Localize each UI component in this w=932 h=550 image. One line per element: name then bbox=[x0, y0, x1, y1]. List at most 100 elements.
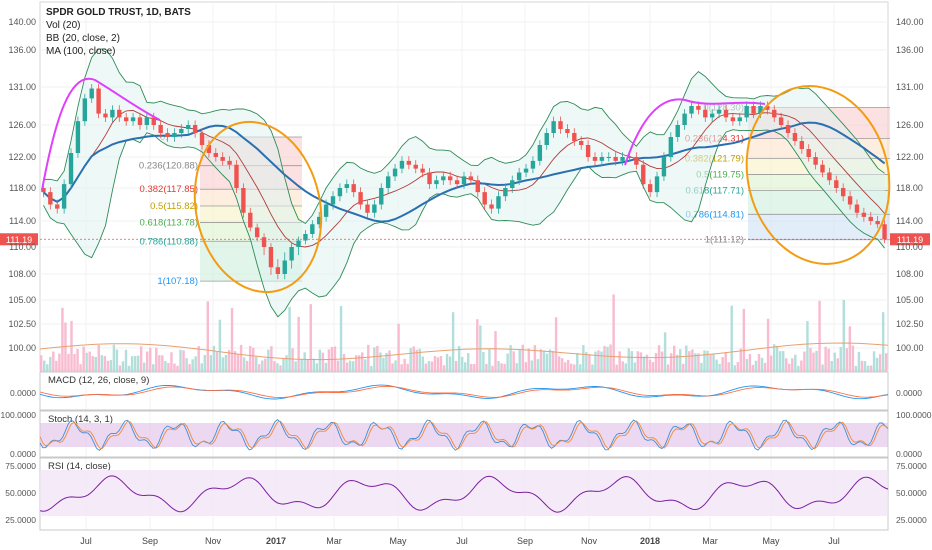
volume-bar bbox=[273, 361, 276, 372]
candle-body bbox=[861, 212, 867, 217]
volume-bar bbox=[342, 354, 346, 372]
volume-bar bbox=[158, 355, 161, 372]
volume-bar bbox=[554, 317, 558, 372]
candle-body bbox=[489, 204, 494, 209]
y-tick-left: 136.00 bbox=[8, 45, 36, 55]
candle-body bbox=[103, 113, 108, 118]
volume-bar bbox=[748, 354, 752, 372]
drawing-overlays[interactable]: 111.19 111.19 bbox=[0, 71, 930, 304]
candle-body bbox=[454, 180, 460, 185]
volume-bar bbox=[470, 363, 473, 372]
volume-bar bbox=[797, 365, 800, 372]
volume-bar bbox=[691, 349, 694, 372]
volume-bar bbox=[43, 360, 46, 372]
candle-body bbox=[799, 141, 805, 149]
y-tick-right: 140.00 bbox=[896, 17, 924, 27]
candle-body bbox=[413, 164, 418, 169]
volume-bar bbox=[100, 355, 103, 372]
volume-bar bbox=[524, 362, 527, 372]
volume-bar bbox=[142, 362, 146, 372]
volume-bar bbox=[248, 346, 252, 372]
candle-body bbox=[186, 125, 191, 129]
volume-bar bbox=[733, 365, 736, 372]
volume-bar bbox=[167, 362, 170, 372]
volume-bar bbox=[633, 362, 637, 372]
volume-bar bbox=[606, 346, 609, 372]
volume-bar bbox=[591, 364, 594, 372]
volume-bar bbox=[397, 323, 400, 372]
candle-body bbox=[165, 133, 170, 137]
candle-body bbox=[730, 117, 736, 122]
volume-bar bbox=[376, 345, 379, 372]
volume-bar bbox=[64, 322, 67, 372]
y-tick-left: 110.00 bbox=[9, 242, 36, 252]
candle-body bbox=[254, 227, 260, 238]
candle-body bbox=[275, 267, 281, 274]
volume-bar bbox=[794, 354, 797, 372]
volume-bar bbox=[358, 355, 361, 372]
candle-body bbox=[537, 145, 543, 161]
candle-body bbox=[854, 204, 860, 213]
volume-bar bbox=[433, 356, 437, 372]
volume-bar bbox=[267, 349, 270, 372]
y-tick-right: 136.00 bbox=[896, 45, 924, 55]
candle-body bbox=[144, 117, 150, 125]
volume-bar bbox=[430, 361, 434, 372]
volume-bar bbox=[336, 360, 340, 372]
candle-body bbox=[130, 117, 136, 122]
volume-bar bbox=[651, 362, 655, 372]
candle-body bbox=[41, 188, 46, 193]
volume-bar bbox=[300, 358, 303, 372]
fib-level-label: 0.236(120.88) bbox=[139, 161, 198, 172]
highlight-curve-left bbox=[41, 77, 161, 191]
volume-bar bbox=[778, 351, 782, 372]
volume-bar bbox=[494, 331, 497, 372]
rsi-band bbox=[40, 470, 888, 516]
volume-bar bbox=[682, 363, 685, 372]
stoch-title: Stoch (14, 3, 1) bbox=[48, 414, 113, 425]
volume-bar bbox=[530, 360, 534, 372]
volume-bar bbox=[309, 304, 312, 372]
volume-bar bbox=[182, 350, 185, 372]
macd-signal-line bbox=[39, 385, 889, 398]
candle-body bbox=[289, 247, 294, 261]
study-ma[interactable]: MA (100, close) bbox=[46, 46, 116, 57]
volume-bar bbox=[597, 350, 600, 372]
candle-body bbox=[68, 153, 74, 185]
candle-body bbox=[179, 129, 184, 133]
fib-level-label: 0.382(121.79) bbox=[685, 154, 744, 165]
x-tick-label: 2017 bbox=[266, 536, 286, 546]
volume-bar bbox=[618, 351, 621, 372]
fib-level-label: 1(107.18) bbox=[157, 276, 198, 287]
volume-bar bbox=[191, 359, 194, 372]
volume-bar bbox=[203, 355, 206, 372]
volume-bar bbox=[709, 354, 712, 372]
volume-bar bbox=[630, 351, 633, 372]
candle-body bbox=[840, 188, 846, 197]
volume-bar bbox=[539, 349, 543, 372]
volume-bar bbox=[161, 355, 164, 372]
candle-body bbox=[641, 164, 646, 185]
volume-bar bbox=[836, 358, 839, 372]
candle-body bbox=[785, 125, 791, 133]
volume-bar bbox=[121, 361, 125, 372]
volume-bar bbox=[194, 356, 197, 372]
volume-bar bbox=[379, 352, 382, 372]
study-bollinger[interactable]: BB (20, close, 2) bbox=[46, 33, 120, 44]
y-tick-right: 102.50 bbox=[896, 319, 924, 329]
volume-bar bbox=[527, 348, 531, 372]
volume-bar bbox=[600, 351, 603, 372]
volume-bar bbox=[115, 349, 119, 372]
volume-bar bbox=[94, 356, 97, 372]
volume-bar bbox=[424, 363, 428, 372]
candle-body bbox=[503, 188, 508, 197]
volume-bar bbox=[391, 363, 394, 372]
candle-body bbox=[358, 192, 363, 205]
volume-bar bbox=[615, 364, 618, 372]
study-volume[interactable]: Vol (20) bbox=[46, 20, 81, 31]
volume-bar bbox=[766, 318, 770, 372]
highlight-curve-right bbox=[624, 98, 766, 166]
y-tick-left: 140.00 bbox=[8, 17, 36, 27]
stoch-tick-right: 0.0000 bbox=[896, 449, 922, 459]
